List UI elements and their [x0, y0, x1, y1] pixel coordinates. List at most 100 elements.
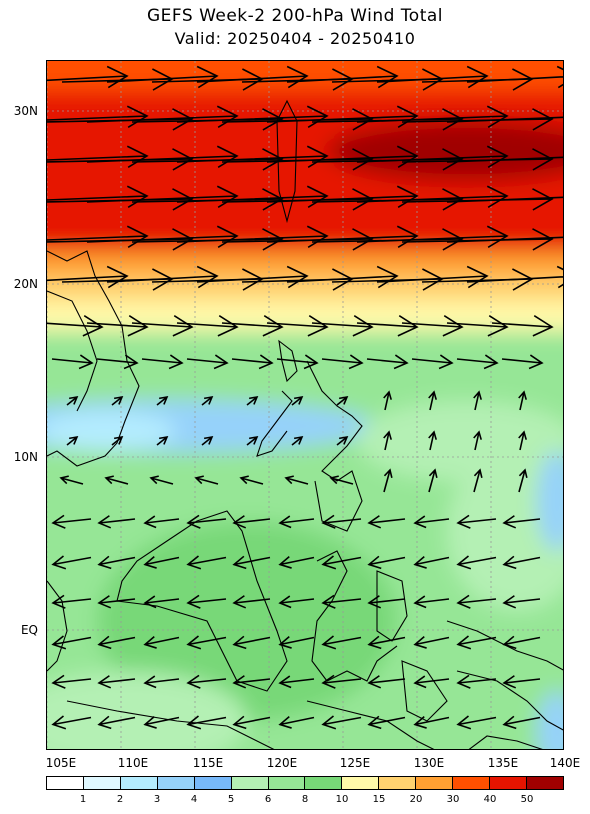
wind-arrow	[186, 715, 227, 730]
wind-arrow	[367, 675, 406, 689]
wind-arrow	[201, 435, 214, 446]
wind-arrow	[86, 145, 239, 168]
wind-arrow	[221, 315, 284, 337]
wind-arrow	[336, 395, 349, 406]
wind-arrow	[413, 716, 450, 729]
wind-arrow	[143, 636, 180, 649]
wind-arrow	[321, 635, 362, 650]
wind-arrow	[336, 435, 349, 446]
wind-arrow	[266, 315, 329, 337]
wind-arrow	[246, 395, 259, 406]
wind-arrow	[411, 354, 454, 370]
wind-arrow	[401, 315, 464, 337]
wind-arrow	[518, 390, 527, 411]
wind-arrow	[186, 555, 227, 570]
wind-map-svg	[47, 61, 563, 749]
wind-arrow	[47, 145, 149, 168]
colorbar-label: 6	[264, 794, 272, 805]
wind-arrow	[47, 265, 129, 289]
colorbar	[46, 776, 564, 790]
colorbar-swatch	[379, 777, 417, 789]
wind-arrow	[446, 236, 563, 243]
wind-arrow	[446, 315, 509, 337]
wind-arrow	[428, 430, 437, 451]
wind-arrow	[97, 635, 136, 650]
wind-map	[46, 60, 564, 750]
wind-arrow	[284, 475, 309, 485]
colorbar-swatch	[453, 777, 491, 789]
wind-arrow	[321, 514, 362, 529]
wind-arrow	[186, 514, 227, 529]
wind-arrow	[201, 395, 214, 406]
wind-arrow	[47, 105, 149, 128]
lat-label-30n: 30N	[13, 104, 38, 118]
wind-arrow	[321, 674, 362, 689]
colorbar-swatch	[305, 777, 343, 789]
wind-arrow	[176, 145, 329, 168]
wind-arrow	[66, 435, 79, 446]
wind-arrow	[446, 196, 563, 203]
wind-arrow	[466, 65, 563, 89]
wind-arrow	[51, 635, 92, 650]
wind-arrow	[286, 65, 399, 89]
wind-arrow	[266, 105, 419, 128]
wind-arrow	[232, 555, 271, 570]
wind-arrow	[428, 468, 438, 493]
wind-arrow	[143, 515, 180, 529]
lat-label-20n: 20N	[13, 277, 38, 291]
wind-arrow	[278, 556, 315, 569]
wind-arrow	[156, 435, 169, 446]
wind-arrow	[106, 65, 219, 89]
wind-arrow	[51, 674, 92, 689]
wind-arrow	[278, 716, 315, 729]
wind-arrow	[321, 594, 362, 609]
wind-arrow	[367, 715, 406, 730]
wind-arrow	[413, 675, 450, 689]
wind-arrow	[502, 715, 541, 730]
colorbar-label: 3	[153, 794, 161, 805]
wind-arrow	[383, 390, 392, 411]
wind-arrow	[176, 225, 329, 248]
wind-arrow	[111, 435, 124, 446]
wind-arrow	[356, 225, 509, 248]
wind-arrow	[266, 145, 419, 168]
wind-arrow	[51, 594, 92, 609]
colorbar-label: 10	[335, 794, 349, 805]
wind-arrow	[86, 185, 239, 208]
wind-arrow	[456, 635, 497, 650]
wind-arrow	[473, 390, 482, 411]
wind-arrow	[104, 475, 129, 485]
colorbar-swatch	[342, 777, 380, 789]
colorbar-swatch	[157, 777, 195, 789]
wind-arrow	[276, 354, 319, 370]
wind-arrow	[428, 390, 437, 411]
colorbar-swatch	[490, 777, 527, 789]
wind-arrow	[106, 265, 219, 289]
wind-arrow	[86, 225, 239, 248]
wind-vectors	[47, 65, 563, 730]
wind-arrow	[501, 354, 544, 370]
lat-label-eq: EQ	[20, 623, 38, 637]
wind-arrow	[143, 716, 180, 729]
wind-arrow	[473, 468, 483, 493]
wind-arrow	[232, 635, 271, 650]
lon-label-115e: 115E	[192, 756, 224, 770]
wind-arrow	[176, 185, 329, 208]
colorbar-label: 30	[446, 794, 460, 805]
wind-arrow	[176, 315, 239, 337]
wind-arrow	[518, 468, 528, 493]
colorbar-label: 50	[520, 794, 534, 805]
wind-arrow	[502, 675, 541, 689]
wind-arrow	[97, 555, 136, 570]
wind-arrow	[376, 265, 489, 289]
colorbar-label: 15	[372, 794, 386, 805]
wind-arrow	[186, 354, 229, 370]
wind-arrow	[47, 315, 104, 337]
lon-label-110e: 110E	[117, 756, 149, 770]
wind-arrow	[186, 594, 227, 609]
wind-arrow	[329, 475, 354, 485]
wind-arrow	[356, 185, 509, 208]
colorbar-label: 20	[409, 794, 423, 805]
wind-arrow	[239, 475, 264, 485]
wind-arrow	[51, 514, 92, 529]
